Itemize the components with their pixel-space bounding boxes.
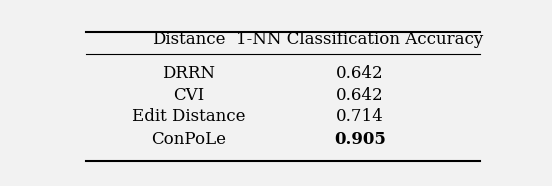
Text: DRRN: DRRN	[162, 65, 215, 82]
Text: 0.642: 0.642	[336, 65, 384, 82]
Text: 0.714: 0.714	[336, 108, 384, 125]
Text: CVI: CVI	[173, 87, 204, 104]
Text: 0.642: 0.642	[336, 87, 384, 104]
Text: 0.905: 0.905	[334, 131, 386, 148]
Text: Distance: Distance	[152, 31, 226, 48]
Text: 1-NN Classification Accuracy: 1-NN Classification Accuracy	[236, 31, 484, 48]
Text: Edit Distance: Edit Distance	[132, 108, 246, 125]
Text: ConPoLe: ConPoLe	[151, 131, 226, 148]
